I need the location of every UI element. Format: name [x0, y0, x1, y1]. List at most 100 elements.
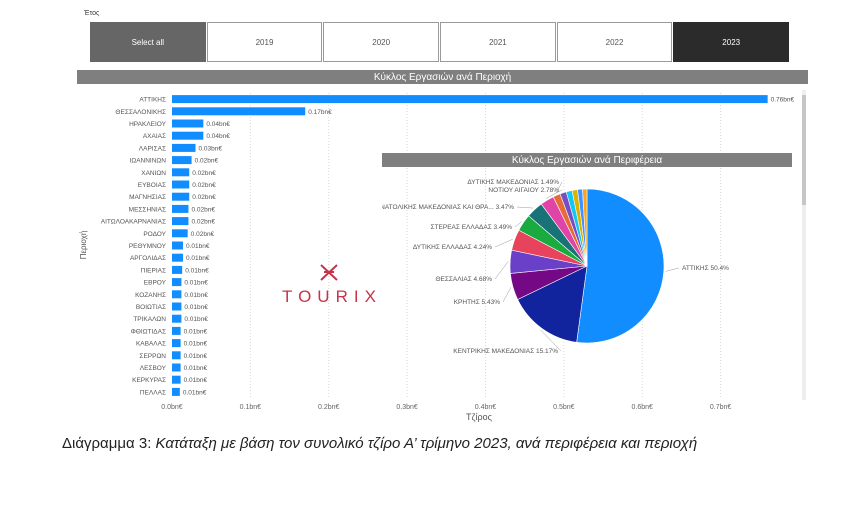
pie-leader-line: [545, 189, 563, 199]
bar[interactable]: [172, 314, 182, 323]
pie-slice-label: ΘΕΣΣΑΛΙΑΣ 4.68%: [435, 276, 492, 283]
bar-xtick-label: 0.6bn€: [632, 404, 654, 411]
pie-slice[interactable]: [582, 188, 588, 267]
bar-value-label: 0.02bn€: [192, 182, 216, 189]
bar[interactable]: [172, 192, 190, 201]
bar-value-label: 0.01bn€: [184, 365, 208, 372]
bar[interactable]: [172, 180, 190, 189]
bar-category-label: ΒΟΙΩΤΙΑΣ: [136, 304, 166, 311]
pie-slice-label: ΚΕΝΤΡΙΚΗΣ ΜΑΚΕΔΟΝΙΑΣ 15.17%: [453, 348, 558, 355]
bar-xlabel: Τζίρος: [466, 412, 493, 422]
bar[interactable]: [172, 290, 182, 299]
bar-value-label: 0.17bn€: [308, 109, 332, 116]
bar-value-label: 0.02bn€: [191, 206, 215, 213]
bar[interactable]: [172, 156, 192, 165]
caption-prefix: Διάγραμμα 3:: [62, 435, 156, 452]
bar[interactable]: [172, 131, 204, 140]
bar[interactable]: [172, 375, 181, 384]
bar-category-label: ΦΘΙΩΤΙΔΑΣ: [131, 328, 166, 335]
bar-category-label: ΑΡΓΟΛΙΔΑΣ: [130, 255, 166, 262]
pie-leader-line: [516, 206, 534, 209]
bar[interactable]: [172, 253, 183, 262]
bar-category-label: ΚΑΒΑΛΑΣ: [136, 341, 166, 348]
pie-chart: ΑΤΤΙΚΗΣ 50.4% ΚΕΝΤΡΙΚΗΣ ΜΑΚΕΔΟΝΙΑΣ 15.17%…: [382, 179, 729, 355]
bar-category-label: ΤΡΙΚΑΛΩΝ: [133, 316, 166, 323]
slicer-2019[interactable]: 2019: [206, 22, 323, 62]
tourix-logo: TOURIX: [282, 287, 382, 306]
bar-category-label: ΛΑΡΙΣΑΣ: [139, 145, 166, 152]
bar-category-label: ΙΩΑΝΝΙΝΩΝ: [130, 158, 167, 165]
slicer-select-all[interactable]: Select all: [90, 22, 206, 62]
bar[interactable]: [172, 168, 190, 177]
slicer-2020[interactable]: 2020: [323, 22, 440, 62]
bar-xtick-label: 0.3bn€: [396, 404, 418, 411]
slicer-label: Έτος: [84, 10, 100, 17]
bar-value-label: 0.01bn€: [186, 255, 210, 262]
slicer-2023[interactable]: 2023: [673, 22, 790, 62]
pie-leader-line: [540, 329, 562, 352]
slicer-2021[interactable]: 2021: [440, 22, 556, 62]
bar-category-label: ΛΕΣΒΟΥ: [140, 365, 167, 372]
bar-value-label: 0.02bn€: [195, 158, 219, 165]
pie-slice-label: ΑΝΑΤΟΛΙΚΗΣ ΜΑΚΕΔΟΝΙΑΣ ΚΑΙ ΘΡΑ... 3.47%: [382, 204, 514, 211]
slicer-2022[interactable]: 2022: [556, 22, 673, 62]
bar-value-label: 0.76bn€: [771, 97, 795, 104]
bar-chart: 0.0bn€ 0.1bn€ 0.2bn€ 0.3bn€ 0.4bn€ 0.5bn€ 0.6b…: [79, 93, 795, 422]
bar-scrollbar-thumb[interactable]: [802, 95, 806, 205]
pie-leader-line: [494, 261, 509, 280]
pie-slice[interactable]: [517, 265, 588, 343]
bar-value-label: 0.04bn€: [206, 133, 230, 140]
bar-category-label: ΜΑΓΝΗΣΙΑΣ: [129, 194, 166, 201]
bar[interactable]: [172, 278, 182, 287]
bar-value-label: 0.01bn€: [186, 243, 210, 250]
pie-slice-label: ΑΤΤΙΚΗΣ 50.4%: [682, 265, 729, 272]
bar-chart-title: Κύκλος Εργασιών ανά Περιοχή: [77, 70, 808, 84]
bar-value-label: 0.01bn€: [183, 389, 207, 396]
bar[interactable]: [172, 387, 180, 396]
bar[interactable]: [172, 119, 204, 128]
bar[interactable]: [172, 143, 196, 152]
bar[interactable]: [172, 204, 189, 213]
bar[interactable]: [172, 302, 182, 311]
bar-category-label: ΕΒΡΟΥ: [144, 280, 167, 287]
bar-xtick-label: 0.2bn€: [318, 404, 340, 411]
bar-value-label: 0.01bn€: [184, 353, 208, 360]
year-slicer: Select all 2019 2020 2021 2022 2023: [90, 22, 790, 62]
pie-leader-line: [494, 239, 513, 248]
pie-slice-label: ΝΟΤΙΟΥ ΑΙΓΑΙΟΥ 2.78%: [488, 187, 559, 194]
bar[interactable]: [172, 351, 181, 360]
bar[interactable]: [172, 339, 181, 348]
bar-value-label: 0.01bn€: [184, 316, 208, 323]
pie-slice-label: ΔΥΤΙΚΗΣ ΜΑΚΕΔΟΝΙΑΣ 1.49%: [467, 179, 559, 186]
bar-category-label: ΕΥΒΟΙΑΣ: [138, 182, 166, 189]
bar-xtick-label: 0.7bn€: [710, 404, 732, 411]
bar-scrollbar-track[interactable]: [802, 90, 806, 400]
bar[interactable]: [172, 107, 306, 116]
bar-value-label: 0.01bn€: [184, 377, 208, 384]
bar-value-label: 0.01bn€: [185, 267, 209, 274]
bar[interactable]: [172, 95, 768, 104]
bar[interactable]: [172, 326, 181, 335]
bar[interactable]: [172, 229, 188, 238]
pie-slice-label: ΔΥΤΙΚΗΣ ΕΛΛΑΔΑΣ 4.24%: [413, 244, 492, 251]
bar-xtick-label: 0.0bn€: [161, 404, 183, 411]
pie-slice[interactable]: [576, 188, 665, 344]
bar[interactable]: [172, 363, 181, 372]
bar-value-label: 0.01bn€: [184, 292, 208, 299]
pie-leader-line: [665, 267, 680, 272]
bar-category-label: ΘΕΣΣΑΛΟΝΙΚΗΣ: [115, 109, 166, 116]
bar-value-label: 0.02bn€: [191, 219, 215, 226]
figure-caption: Διάγραμμα 3: Κατάταξη με βάση τον συνολι…: [62, 434, 822, 454]
bar-value-label: 0.02bn€: [191, 231, 215, 238]
bar[interactable]: [172, 265, 183, 274]
bar-value-label: 0.01bn€: [184, 280, 208, 287]
bar-category-label: ΣΕΡΡΩΝ: [139, 353, 166, 360]
bar-value-label: 0.02bn€: [192, 170, 216, 177]
caption-text: Κατάταξη με βάση τον συνολικό τζίρο Α’ τ…: [155, 435, 698, 452]
pie-leader-line: [514, 221, 522, 228]
bar[interactable]: [172, 241, 183, 250]
bar-value-label: 0.03bn€: [199, 145, 223, 152]
bar[interactable]: [172, 217, 189, 226]
bar-value-label: 0.01bn€: [184, 304, 208, 311]
bar-category-label: ΚΟΖΑΝΗΣ: [135, 292, 166, 299]
